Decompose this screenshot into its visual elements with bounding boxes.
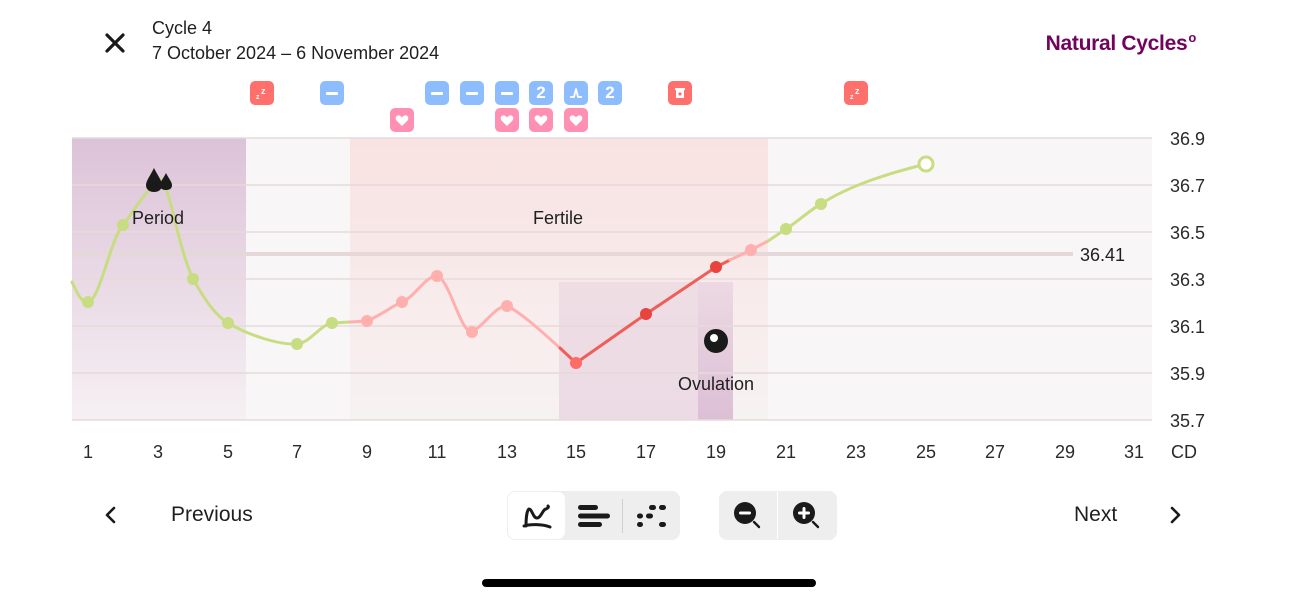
cycle-dates: 7 October 2024 – 6 November 2024 bbox=[152, 43, 440, 63]
dots-view-button[interactable] bbox=[623, 492, 680, 539]
cover-line-value: 36.41 bbox=[1080, 245, 1125, 265]
y-axis: 36.9 36.7 36.5 36.3 36.1 35.9 35.7 bbox=[1170, 129, 1205, 431]
svg-text:z: z bbox=[261, 86, 266, 96]
heart-icon bbox=[395, 114, 409, 126]
y-tick: 36.7 bbox=[1170, 176, 1205, 196]
svg-text:z: z bbox=[850, 94, 854, 101]
sleep-icon: zz bbox=[850, 86, 860, 101]
x-tick: 7 bbox=[292, 442, 302, 462]
dots-icon bbox=[637, 504, 667, 527]
minus-icon bbox=[326, 91, 338, 95]
x-tick: 17 bbox=[636, 442, 656, 462]
zoom-out-button[interactable] bbox=[719, 492, 777, 539]
lh-negative-badge[interactable] bbox=[495, 81, 519, 105]
minus-icon bbox=[431, 91, 443, 95]
y-tick: 36.9 bbox=[1170, 129, 1205, 149]
x-tick: 31 bbox=[1124, 442, 1144, 462]
lh-negative-badge[interactable] bbox=[425, 81, 449, 105]
zoom-controls bbox=[719, 491, 837, 540]
close-button[interactable] bbox=[100, 28, 130, 58]
x-axis: 1 3 5 7 9 11 13 15 17 19 21 23 25 27 29 … bbox=[83, 442, 1197, 462]
x-tick: 19 bbox=[706, 442, 726, 462]
x-tick: 9 bbox=[362, 442, 372, 462]
lh-negative-badge[interactable] bbox=[320, 81, 344, 105]
zoom-in-button[interactable] bbox=[778, 492, 836, 539]
zoom-in-icon bbox=[793, 501, 820, 528]
svg-text:z: z bbox=[855, 86, 860, 96]
zoom-divider bbox=[777, 492, 778, 539]
x-tick: 13 bbox=[497, 442, 517, 462]
x-tick: 5 bbox=[223, 442, 233, 462]
bar-view-button[interactable] bbox=[565, 492, 622, 539]
brand-mark: o bbox=[1188, 30, 1196, 45]
x-tick: 27 bbox=[985, 442, 1005, 462]
next-button[interactable]: Next bbox=[1074, 497, 1186, 533]
x-tick: 15 bbox=[566, 442, 586, 462]
period-drops-icon bbox=[146, 168, 172, 192]
ovulation-window bbox=[559, 282, 699, 420]
heart-icon bbox=[500, 114, 514, 126]
cycle-header: Cycle 4 7 October 2024 – 6 November 2024 bbox=[152, 16, 439, 66]
x-tick: 11 bbox=[428, 442, 447, 462]
period-label: Period bbox=[132, 208, 184, 228]
y-tick: 35.7 bbox=[1170, 411, 1205, 431]
y-tick: 35.9 bbox=[1170, 364, 1205, 384]
chevron-right-icon bbox=[1170, 506, 1181, 524]
close-icon bbox=[105, 33, 125, 53]
cycle-title: Cycle 4 bbox=[152, 18, 213, 38]
x-tick: 1 bbox=[83, 442, 93, 462]
sleep-icon: zz bbox=[256, 86, 266, 101]
brand-name: Natural Cycles bbox=[1045, 32, 1188, 55]
lh-peak-icon bbox=[570, 88, 582, 98]
chevron-left-icon bbox=[105, 506, 116, 524]
brand-logo: Natural Cycleso bbox=[1045, 30, 1197, 56]
previous-button[interactable]: Previous bbox=[100, 497, 253, 533]
line-view-button[interactable] bbox=[508, 492, 565, 539]
count-badge[interactable]: 2 bbox=[529, 81, 553, 105]
test-cup-badge[interactable] bbox=[668, 81, 692, 105]
lh-peak-badge[interactable] bbox=[564, 81, 588, 105]
line-chart-icon bbox=[522, 504, 551, 528]
intercourse-badge[interactable] bbox=[529, 108, 553, 132]
y-tick: 36.1 bbox=[1170, 317, 1205, 337]
segment-divider bbox=[622, 498, 623, 533]
svg-text:z: z bbox=[256, 94, 260, 101]
intercourse-badge[interactable] bbox=[495, 108, 519, 132]
count-badge[interactable]: 2 bbox=[598, 81, 622, 105]
x-tick: 23 bbox=[846, 442, 866, 462]
y-tick: 36.5 bbox=[1170, 223, 1205, 243]
test-cup-icon bbox=[675, 88, 685, 98]
heart-icon bbox=[569, 114, 583, 126]
x-axis-label: CD bbox=[1171, 442, 1197, 462]
minus-icon bbox=[501, 91, 513, 95]
view-mode-switch bbox=[507, 491, 680, 540]
minus-icon bbox=[466, 91, 478, 95]
fertile-label: Fertile bbox=[533, 208, 583, 228]
ovulation-icon bbox=[704, 329, 728, 353]
ovulation-label: Ovulation bbox=[678, 374, 754, 394]
next-label: Next bbox=[1074, 503, 1118, 526]
x-tick: 21 bbox=[776, 442, 796, 462]
y-tick: 36.3 bbox=[1170, 270, 1205, 290]
previous-label: Previous bbox=[171, 503, 253, 526]
home-indicator[interactable] bbox=[482, 579, 816, 587]
x-tick: 3 bbox=[153, 442, 163, 462]
bar-list-icon bbox=[577, 504, 610, 527]
intercourse-badge[interactable] bbox=[390, 108, 414, 132]
x-tick: 29 bbox=[1055, 442, 1075, 462]
heart-icon bbox=[534, 114, 548, 126]
lh-negative-badge[interactable] bbox=[460, 81, 484, 105]
intercourse-badge[interactable] bbox=[564, 108, 588, 132]
x-tick: 25 bbox=[916, 442, 936, 462]
grid-lines bbox=[72, 137, 1152, 421]
zoom-out-icon bbox=[734, 501, 761, 528]
